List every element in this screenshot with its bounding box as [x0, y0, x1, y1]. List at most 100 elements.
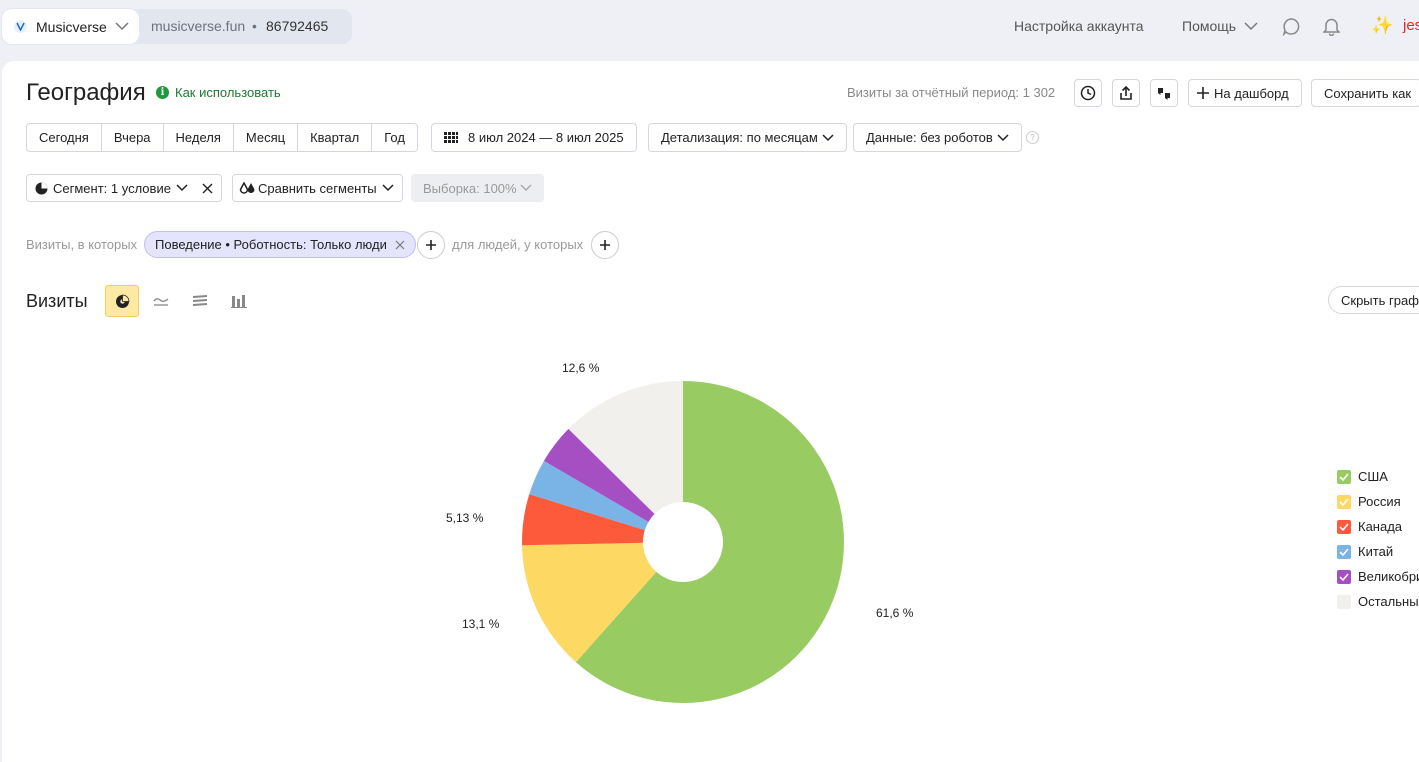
sample-dropdown[interactable]: Выборка: 100% [411, 174, 544, 202]
chevron-down-icon [1244, 21, 1258, 31]
plus-icon [599, 239, 611, 251]
plus-icon [425, 239, 437, 251]
compare-segments-dropdown[interactable]: Сравнить сегменты [232, 174, 403, 202]
detail-dropdown[interactable]: Детализация: по месяцам [648, 123, 847, 152]
legend-item-canada[interactable]: Канада [1337, 514, 1419, 539]
help-label: Помощь [1182, 18, 1237, 34]
thumbs-icon [1156, 85, 1172, 101]
legend-item-other[interactable]: Остальные [1337, 589, 1419, 614]
main-panel [2, 61, 1419, 762]
slice-label-usa: 61,6 % [876, 606, 914, 620]
line-chart-icon [153, 295, 169, 307]
checkbox-icon [1337, 494, 1351, 509]
plus-icon [1196, 86, 1210, 100]
counter-selector[interactable]: Musicverse [2, 9, 139, 44]
hide-chart-label: Скрыть граф [1341, 292, 1419, 308]
detail-label: Детализация: по месяцам [661, 130, 818, 145]
slice-label-canada: 5,13 % [446, 511, 484, 525]
counter-logo-icon [14, 20, 27, 33]
legend-label: Великобри [1358, 569, 1419, 584]
pie-segment-icon [35, 182, 48, 195]
counter-name: Musicverse [36, 18, 107, 35]
filter-chip-label: Поведение • Роботность: Только люди [155, 237, 387, 252]
close-icon[interactable] [395, 240, 405, 250]
sparkle-icon[interactable]: ✨ [1371, 15, 1394, 35]
save-as-button[interactable]: Сохранить как [1311, 79, 1419, 107]
share-icon [1118, 85, 1134, 101]
add-visit-filter-button[interactable] [417, 231, 445, 259]
calendar-grid-icon [444, 132, 458, 143]
help-menu[interactable]: Помощь [1182, 18, 1258, 34]
add-to-dashboard-button[interactable]: На дашборд [1188, 79, 1302, 107]
compare-segments-label: Сравнить сегменты [258, 180, 377, 196]
info-icon: i [156, 86, 169, 99]
pie-chart-icon [115, 294, 130, 309]
slice-label-other: 12,6 % [562, 361, 600, 375]
checkbox-icon [1337, 544, 1351, 559]
slice-label-russia: 13,1 % [462, 617, 500, 631]
legend-label: США [1358, 469, 1388, 484]
bar-chart-button[interactable] [222, 285, 256, 317]
legend-label: Остальные [1358, 594, 1419, 609]
chevron-down-icon [520, 184, 532, 192]
checkbox-icon [1337, 519, 1351, 534]
chevron-down-icon [822, 133, 834, 142]
period-today[interactable]: Сегодня [27, 124, 102, 151]
save-as-label: Сохранить как [1324, 85, 1412, 101]
area-chart-icon [192, 294, 208, 308]
user-name[interactable]: jes [1403, 17, 1419, 34]
data-dropdown[interactable]: Данные: без роботов [853, 123, 1022, 152]
segment-label: Сегмент: 1 условие [53, 180, 171, 196]
chart-title: Визиты [26, 291, 88, 311]
data-label: Данные: без роботов [866, 130, 993, 145]
chevron-down-icon [115, 18, 129, 36]
counter-id: 86792465 [266, 18, 329, 34]
bell-icon[interactable] [1322, 17, 1341, 41]
add-people-filter-button[interactable] [591, 231, 619, 259]
compare-icon [239, 181, 256, 195]
date-range-picker[interactable]: 8 июл 2024 — 8 июл 2025 [431, 123, 637, 152]
legend-label: Канада [1358, 519, 1403, 534]
period-year[interactable]: Год [384, 130, 405, 145]
segment-dropdown[interactable]: Сегмент: 1 условие [26, 174, 194, 202]
counter-separator: • [252, 18, 257, 34]
legend-item-china[interactable]: Китай [1337, 539, 1419, 564]
bar-chart-icon [231, 294, 247, 308]
hide-chart-button[interactable]: Скрыть граф [1328, 286, 1419, 314]
period-week[interactable]: Неделя [164, 124, 234, 151]
close-icon [202, 183, 213, 194]
legend-item-usa[interactable]: США [1337, 464, 1419, 489]
chart-legend: США Россия Канада Китай Великобри Остальные [1337, 464, 1419, 614]
legend-item-great-britain[interactable]: Великобри [1337, 564, 1419, 589]
period-yesterday[interactable]: Вчера [102, 124, 164, 151]
help-question-icon[interactable]: ? [1026, 131, 1039, 144]
export-button[interactable] [1112, 79, 1140, 107]
how-to-use-label: Как использовать [175, 85, 281, 100]
clear-segment-button[interactable] [193, 174, 222, 202]
line-chart-button[interactable] [144, 285, 178, 317]
checkbox-icon [1337, 469, 1351, 484]
top-bar: Musicverse musicverse.fun • 86792465 Нас… [0, 0, 1419, 56]
add-to-dashboard-label: На дашборд [1214, 85, 1289, 101]
counter-site: musicverse.fun [151, 18, 246, 34]
filter-prefix: Визиты, в которых [26, 237, 138, 252]
filter-chip[interactable]: Поведение • Роботность: Только люди [144, 231, 416, 258]
sample-label: Выборка: 100% [423, 180, 517, 196]
how-to-use-link[interactable]: i Как использовать [156, 85, 281, 100]
chevron-down-icon [176, 184, 188, 192]
feedback-button[interactable] [1150, 79, 1178, 107]
pie-chart-button[interactable] [105, 285, 139, 317]
history-button[interactable] [1074, 79, 1102, 107]
date-range-label: 8 июл 2024 — 8 июл 2025 [468, 130, 624, 145]
chat-icon[interactable] [1282, 17, 1301, 41]
account-settings-link[interactable]: Настройка аккаунта [1014, 18, 1144, 34]
legend-label: Россия [1358, 494, 1401, 509]
filter-people-text: для людей, у которых [452, 237, 584, 252]
area-chart-button[interactable] [183, 285, 217, 317]
period-selector: Сегодня Вчера Неделя Месяц Квартал Год [26, 123, 418, 152]
period-month[interactable]: Месяц [234, 124, 299, 151]
checkbox-icon [1337, 594, 1351, 609]
clock-icon [1080, 85, 1096, 101]
legend-item-russia[interactable]: Россия [1337, 489, 1419, 514]
period-quarter[interactable]: Квартал [298, 124, 373, 151]
